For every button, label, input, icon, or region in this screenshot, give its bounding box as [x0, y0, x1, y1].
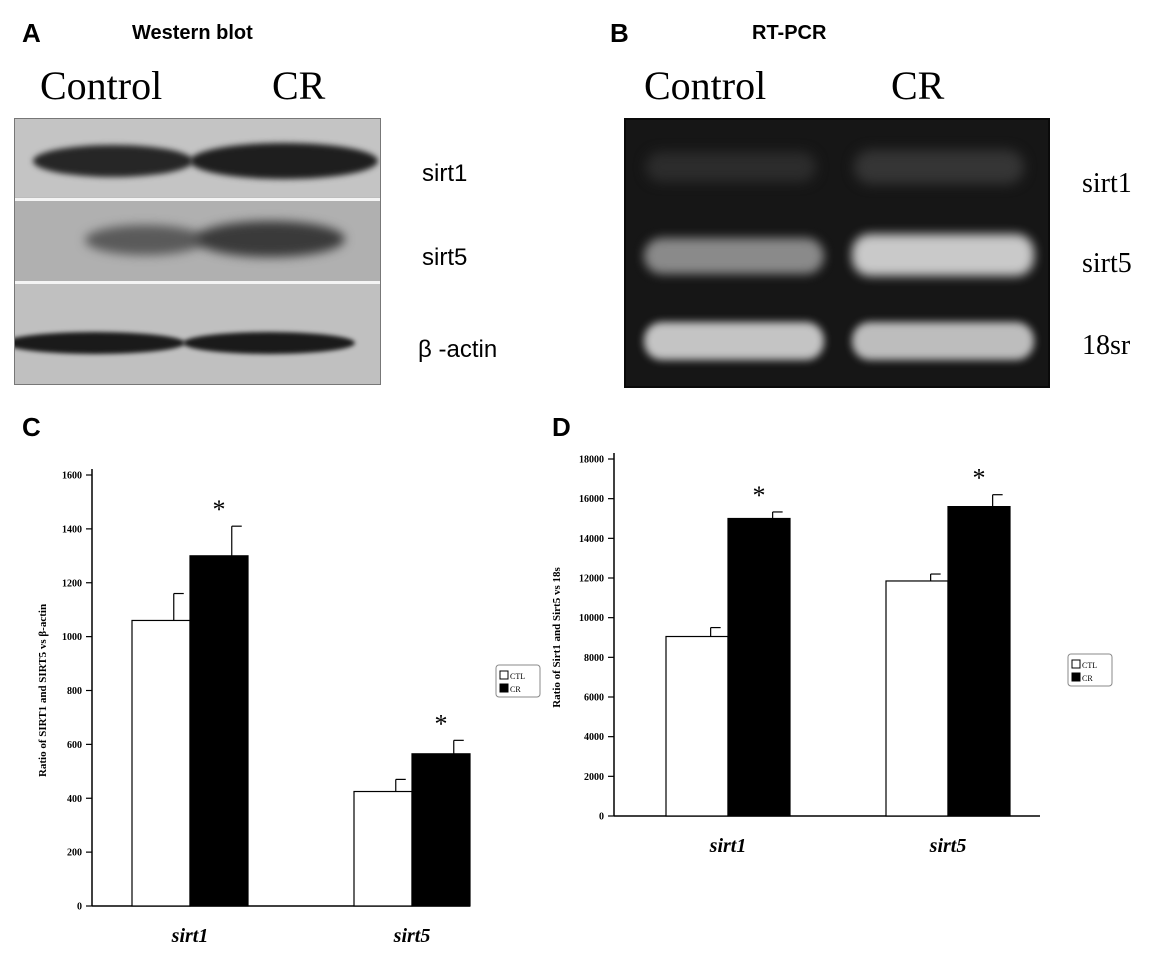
- panel-b-band-label-sirt1: sirt1: [1082, 168, 1132, 199]
- legend-swatch-ctl: [499, 670, 509, 680]
- blot-divider: [15, 281, 380, 284]
- significance-marker: *: [435, 709, 448, 738]
- blot-band-sirt1-control: [33, 145, 193, 177]
- significance-marker: *: [213, 495, 226, 524]
- panel-a-title: Western blot: [132, 22, 253, 44]
- legend-label-cr: CR: [1082, 674, 1093, 683]
- blot-band-actin-control: [15, 332, 185, 354]
- legend-swatch-cr: [499, 683, 509, 693]
- panel-a-band-label-sirt5: sirt5: [422, 244, 468, 271]
- gel-band-sirt1-control: [646, 152, 816, 182]
- x-category-label-sirt5: sirt5: [393, 925, 431, 947]
- y-tick-label: 10000: [579, 613, 604, 624]
- y-tick-label: 200: [67, 848, 82, 859]
- legend-label-ctl: CTL: [510, 672, 525, 681]
- blot-divider: [15, 198, 380, 201]
- y-tick-label: 600: [67, 740, 82, 751]
- y-tick-label: 18000: [579, 455, 604, 466]
- panel-b-title: RT-PCR: [752, 22, 827, 44]
- y-tick-label: 16000: [579, 494, 604, 505]
- panel-a-letter: A: [22, 18, 41, 48]
- legend-label-ctl: CTL: [1082, 661, 1097, 670]
- bar-cr-sirt1: [727, 517, 791, 817]
- blot-band-sirt5-cr: [195, 221, 345, 257]
- y-tick-label: 2000: [584, 772, 604, 783]
- blot-band-sirt5-control: [85, 225, 205, 255]
- panel-b-column-control: Control: [644, 63, 767, 108]
- y-tick-label: 1200: [62, 578, 82, 589]
- legend-label-cr: CR: [510, 685, 521, 694]
- panel-b-column-cr: CR: [891, 63, 945, 108]
- panel-d-letter: D: [552, 412, 571, 442]
- legend-swatch-ctl: [1071, 659, 1081, 669]
- blot-band-sirt1-cr: [190, 143, 378, 179]
- y-tick-label: 400: [67, 794, 82, 805]
- x-category-label-sirt1: sirt1: [709, 835, 747, 857]
- y-tick-label: 1600: [62, 471, 82, 482]
- y-tick-label: 6000: [584, 693, 604, 704]
- significance-marker: *: [973, 464, 986, 493]
- y-tick-label: 0: [599, 812, 604, 823]
- bar-ctl-sirt5: [353, 790, 413, 907]
- x-category-label-sirt1: sirt1: [171, 925, 209, 947]
- panel-b-letter: B: [610, 18, 629, 48]
- bar-ctl-sirt1: [131, 619, 191, 907]
- y-axis-title: Ratio of SIRT1 and SIRT5 vs β-actin: [37, 604, 49, 777]
- bar-ctl-sirt5: [885, 580, 949, 817]
- bar-cr-sirt1: [189, 555, 249, 907]
- panel-a-band-label-beta-actin: β -actin: [418, 336, 498, 363]
- x-category-label-sirt5: sirt5: [929, 835, 967, 857]
- panel-c-letter: C: [22, 412, 41, 442]
- gel-band-18sr-cr: [852, 322, 1034, 360]
- chart-c: 0 200 400 600 800 1000 1200 1400 1600 Ratio of SI…: [37, 469, 541, 947]
- gel-band-sirt5-cr: [852, 234, 1034, 276]
- y-tick-label: 14000: [579, 534, 604, 545]
- blot-strip-sirt5: [15, 201, 380, 281]
- y-tick-label: 0: [77, 902, 82, 913]
- bar-cr-sirt5: [411, 753, 471, 907]
- legend-swatch-cr: [1071, 672, 1081, 682]
- western-blot-image: [14, 118, 381, 385]
- panel-a-band-label-sirt1: sirt1: [422, 160, 468, 187]
- y-tick-label: 12000: [579, 574, 604, 585]
- blot-strip-sirt1: [15, 119, 380, 197]
- blot-band-actin-cr: [183, 332, 355, 354]
- y-tick-label: 4000: [584, 732, 604, 743]
- panel-a-column-cr: CR: [272, 63, 326, 108]
- panel-b-band-label-18sr: 18sr: [1082, 330, 1131, 361]
- bar-ctl-sirt1: [665, 635, 729, 817]
- gel-band-sirt5-control: [644, 238, 824, 274]
- blot-strip-beta-actin: [15, 284, 380, 384]
- chart-d: 0 2000 4000 6000 8000 10000 12000 14000 16000 180…: [551, 453, 1113, 857]
- bar-cr-sirt5: [947, 505, 1011, 817]
- y-axis-title: Ratio of Sirt1 and Sirt5 vs 18s: [551, 567, 563, 708]
- y-tick-label: 8000: [584, 653, 604, 664]
- gel-band-18sr-control: [644, 322, 824, 360]
- y-tick-label: 800: [67, 686, 82, 697]
- gel-band-sirt1-cr: [854, 150, 1024, 184]
- y-tick-label: 1400: [62, 524, 82, 535]
- rt-pcr-gel-image: [624, 118, 1050, 388]
- panel-a-column-control: Control: [40, 63, 163, 108]
- y-tick-label: 1000: [62, 632, 82, 643]
- significance-marker: *: [753, 481, 766, 510]
- panel-b-band-label-sirt5: sirt5: [1082, 248, 1132, 279]
